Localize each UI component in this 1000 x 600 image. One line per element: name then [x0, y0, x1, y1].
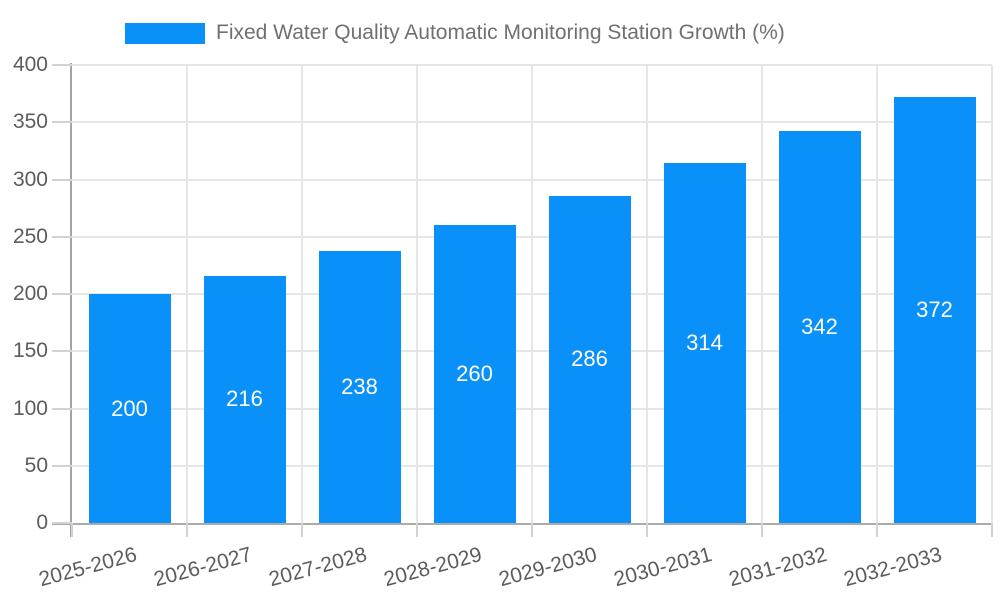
x-tick	[646, 523, 648, 537]
y-tick-label: 50	[24, 453, 48, 477]
x-tick	[991, 523, 993, 537]
bar-value-label: 200	[111, 395, 148, 421]
bar[interactable]: 372	[893, 97, 976, 523]
bar-value-label: 260	[456, 361, 493, 387]
x-tick-label: 2028-2029	[381, 543, 485, 592]
gridline-x	[416, 65, 418, 523]
x-tick-label: 2025-2026	[36, 543, 140, 592]
y-tick-label: 350	[12, 110, 48, 134]
bar[interactable]: 314	[663, 163, 746, 523]
x-tick	[186, 523, 188, 537]
bar[interactable]: 216	[203, 275, 286, 523]
x-tick-label: 2027-2028	[266, 543, 370, 592]
bar-value-label: 238	[341, 373, 378, 399]
y-tick	[52, 235, 72, 238]
y-tick	[52, 121, 72, 124]
gridline-x	[301, 65, 303, 523]
y-tick-label: 0	[36, 511, 48, 534]
legend-swatch	[125, 22, 205, 44]
bar-value-label: 314	[686, 330, 723, 356]
y-tick	[52, 293, 72, 295]
gridline-x	[646, 65, 648, 523]
x-tick	[876, 523, 878, 537]
x-axis-line	[52, 523, 992, 525]
x-tick-label: 2026-2027	[151, 543, 255, 592]
y-tick-label: 100	[12, 396, 48, 420]
y-tick-label: 200	[12, 282, 48, 305]
y-tick	[52, 407, 72, 410]
legend-label: Fixed Water Quality Automatic Monitoring…	[216, 21, 785, 44]
x-tick-label: 2030-2031	[611, 543, 715, 592]
plot-area: 0 50 100 150 200 250 300 350 400 200 216 238 260 286 3…	[13, 54, 993, 591]
bar[interactable]: 286	[548, 195, 631, 523]
gridline-x	[761, 65, 763, 523]
bar[interactable]: 260	[433, 225, 516, 523]
bar-value-label: 216	[226, 386, 263, 412]
bar-value-label: 286	[571, 346, 608, 372]
y-axis-line	[70, 63, 72, 537]
y-tick	[52, 350, 72, 353]
x-tick-label: 2029-2030	[496, 543, 600, 592]
gridline-x	[876, 65, 878, 523]
y-tick-label: 250	[12, 224, 48, 248]
x-tick-label: 2032-2033	[841, 543, 945, 592]
y-tick	[52, 464, 72, 467]
bar[interactable]: 200	[88, 294, 171, 523]
legend-item[interactable]: Fixed Water Quality Automatic Monitoring…	[125, 22, 785, 44]
y-tick	[52, 522, 72, 524]
y-tick	[52, 64, 72, 66]
gridline-x	[531, 65, 533, 523]
gridline-x	[186, 65, 188, 523]
y-tick-label: 150	[12, 339, 48, 363]
bar-value-label: 342	[801, 314, 838, 340]
bar-value-label: 372	[916, 297, 953, 323]
gridline-x	[991, 65, 993, 523]
x-tick	[301, 523, 303, 537]
bar[interactable]: 342	[778, 131, 861, 523]
x-tick	[71, 523, 73, 537]
y-tick	[52, 178, 72, 181]
x-tick-label: 2031-2032	[726, 543, 830, 592]
y-tick-label: 400	[12, 53, 48, 76]
x-tick	[761, 523, 763, 537]
x-tick	[416, 523, 418, 537]
bar[interactable]: 238	[318, 250, 401, 523]
x-tick	[531, 523, 533, 537]
y-tick-label: 300	[12, 167, 48, 191]
